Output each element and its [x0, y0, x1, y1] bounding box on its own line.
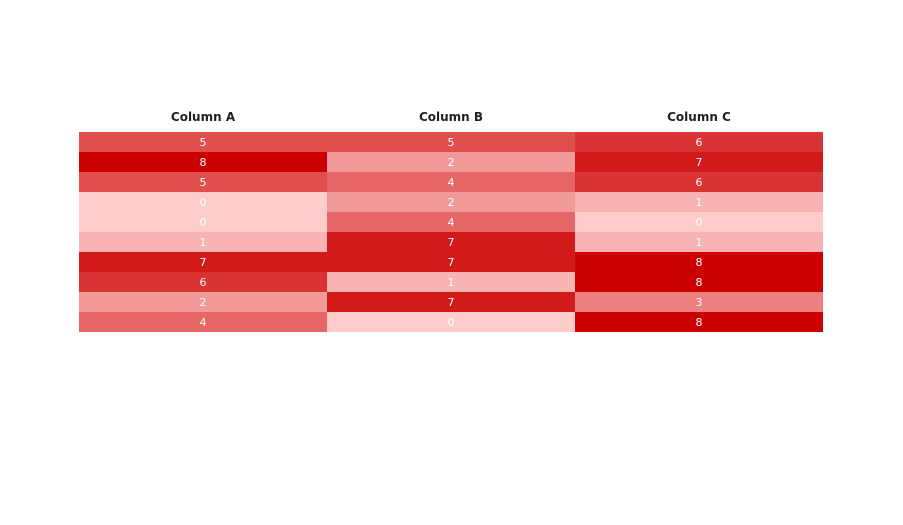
heatmap-cell-c-5 [575, 212, 823, 232]
heatmap-cell-c-1 [575, 132, 823, 152]
cell-value-label: 6 [696, 136, 703, 149]
heatmap-cell-c-7 [575, 252, 823, 272]
cell-value-label: 8 [200, 156, 207, 169]
cell-value-label: 8 [696, 256, 703, 269]
heatmap-cell-a-9 [79, 292, 327, 312]
column-headers: Column A Column B Column C [171, 110, 731, 124]
heatmap-cell-c-10 [575, 312, 823, 332]
heatmap-cell-c-9 [575, 292, 823, 312]
heatmap-cell-b-6 [327, 232, 575, 252]
heatmap-cell-b-9 [327, 292, 575, 312]
heatmap-cell-b-10 [327, 312, 575, 332]
column-header-b: Column B [419, 110, 483, 124]
heatmap-cell-b-8 [327, 272, 575, 292]
heatmap-cell-a-3 [79, 172, 327, 192]
heatmap-cell-b-3 [327, 172, 575, 192]
cell-value-label: 4 [448, 176, 455, 189]
cell-value-label: 7 [200, 256, 207, 269]
cell-value-label: 5 [448, 136, 455, 149]
heatmap-cell-b-7 [327, 252, 575, 272]
heatmap-cell-c-2 [575, 152, 823, 172]
cell-value-label: 1 [696, 236, 703, 249]
cell-value-label: 6 [200, 276, 207, 289]
cell-value-label: 4 [200, 316, 207, 329]
heatmap-cell-b-5 [327, 212, 575, 232]
heatmap-cell-b-2 [327, 152, 575, 172]
heatmap-cell-a-2 [79, 152, 327, 172]
heatmap-cell-c-6 [575, 232, 823, 252]
column-header-c: Column C [667, 110, 731, 124]
cell-value-label: 6 [696, 176, 703, 189]
heatmap-cell-c-3 [575, 172, 823, 192]
cell-value-label: 0 [200, 196, 207, 209]
cell-value-label: 0 [200, 216, 207, 229]
cell-value-label: 7 [448, 236, 455, 249]
cell-value-label: 7 [448, 256, 455, 269]
heatmap-cell-a-10 [79, 312, 327, 332]
cell-value-label: 5 [200, 136, 207, 149]
heatmap-cell-a-6 [79, 232, 327, 252]
cell-value-label: 7 [448, 296, 455, 309]
heatmap-cell-c-4 [575, 192, 823, 212]
cell-value-label: 1 [696, 196, 703, 209]
cell-value-label: 4 [448, 216, 455, 229]
cell-value-label: 1 [448, 276, 455, 289]
cell-value-label: 2 [200, 296, 207, 309]
heatmap-cell-b-1 [327, 132, 575, 152]
cell-value-label: 7 [696, 156, 703, 169]
cell-value-label: 0 [448, 316, 455, 329]
cell-value-label: 2 [448, 156, 455, 169]
heatmap-cell-c-8 [575, 272, 823, 292]
heatmap-cell-a-7 [79, 252, 327, 272]
heatmap-cell-a-4 [79, 192, 327, 212]
column-header-a: Column A [171, 110, 236, 124]
heatmap-cell-b-4 [327, 192, 575, 212]
cell-value-label: 8 [696, 276, 703, 289]
cell-value-label: 1 [200, 236, 207, 249]
heatmap-cell-a-5 [79, 212, 327, 232]
cell-value-label: 5 [200, 176, 207, 189]
cell-value-label: 0 [696, 216, 703, 229]
heatmap-cell-a-8 [79, 272, 327, 292]
cell-value-label: 8 [696, 316, 703, 329]
heatmap-cell-a-1 [79, 132, 327, 152]
cell-value-label: 3 [696, 296, 703, 309]
cell-value-label: 2 [448, 196, 455, 209]
heatmap-cells: 5 5 6 8 2 7 5 4 6 0 2 1 0 4 0 1 7 1 7 7 8 6 1 8 2 7 3 4 0 8 [79, 132, 823, 332]
